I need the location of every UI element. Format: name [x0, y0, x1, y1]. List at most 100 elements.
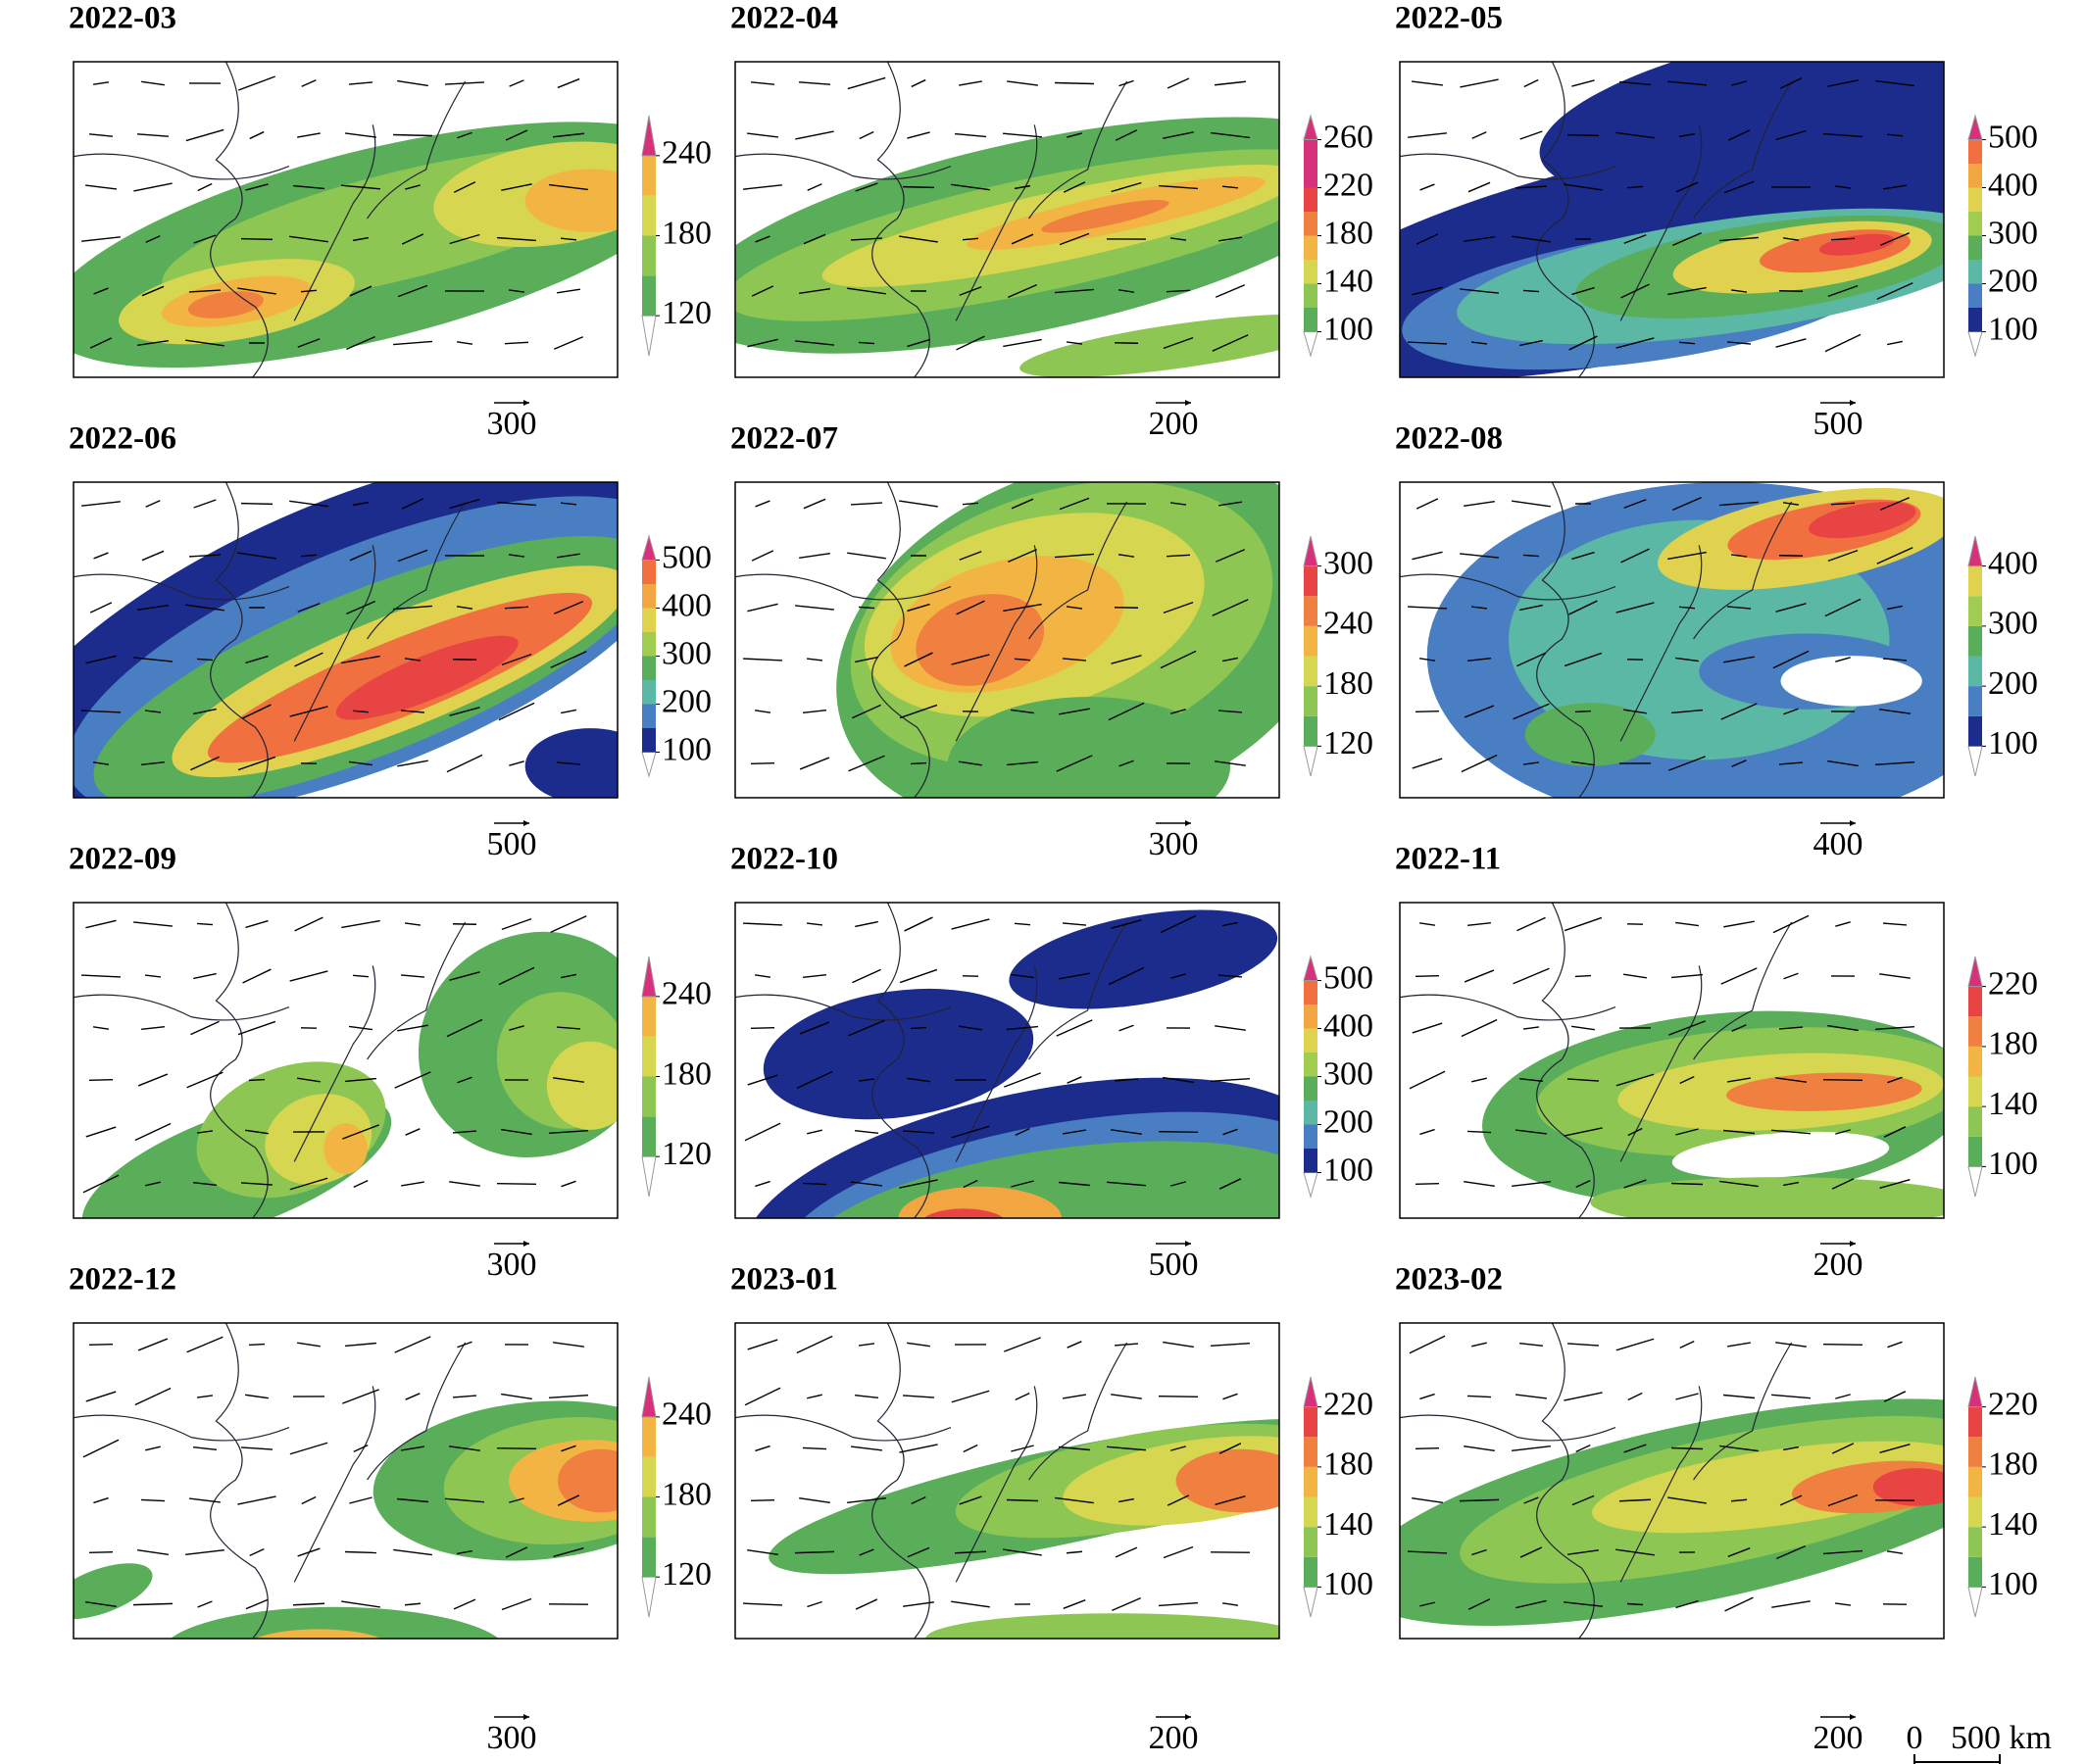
wind-vector	[742, 658, 783, 662]
wind-vector	[1615, 602, 1655, 613]
wind-vector	[301, 1495, 317, 1505]
colorbar-end	[641, 115, 657, 157]
wind-vector	[1217, 974, 1243, 978]
wind-vector	[1675, 921, 1699, 927]
wind-vector	[294, 916, 323, 932]
wind-vector	[1066, 1550, 1083, 1554]
wind-vector	[1564, 652, 1603, 667]
colorbar-segment	[1968, 686, 1982, 716]
wind-vector	[550, 651, 587, 668]
wind-vector	[88, 1078, 114, 1082]
wind-vector	[1719, 501, 1759, 507]
wind-vector	[349, 760, 372, 766]
colorbar-tick-label: 100	[1988, 725, 2038, 761]
wind-vector	[1835, 1394, 1851, 1399]
wind-vector	[744, 1122, 781, 1142]
wind-vector	[1014, 184, 1031, 190]
colorbar-tick-label: 100	[1988, 311, 2038, 347]
wind-vector	[297, 338, 321, 348]
colorbar-segment	[642, 235, 656, 276]
wind-vector	[1879, 709, 1911, 714]
colorbar-segment	[1968, 625, 1982, 657]
wind-vector	[137, 1073, 169, 1087]
colorbar-tick-label: 120	[662, 295, 712, 331]
colorbar-segment	[1304, 1004, 1317, 1029]
panel-title: 2022-12	[69, 1262, 176, 1298]
wind-vector	[1522, 289, 1540, 293]
wind-vector	[1564, 916, 1603, 932]
wind-vector	[1827, 1494, 1859, 1507]
reference-vector-label: 300	[487, 1247, 537, 1283]
wind-vector	[197, 1600, 213, 1608]
wind-vector	[1067, 1076, 1082, 1084]
map-frame	[734, 61, 1280, 378]
wind-vector	[297, 132, 321, 138]
wind-vector	[1615, 337, 1655, 349]
wind-vector	[963, 1179, 978, 1189]
wind-vector	[802, 1182, 827, 1186]
wind-vector	[1011, 233, 1034, 245]
wind-vector	[1222, 921, 1238, 927]
colorbar-segment	[1304, 235, 1317, 260]
wind-vector	[196, 1395, 214, 1398]
contour-fill	[1780, 656, 1922, 707]
wind-vector	[1827, 284, 1859, 298]
wind-vector	[899, 968, 938, 984]
wind-vector	[1564, 1392, 1603, 1401]
wind-vector	[1170, 1446, 1186, 1451]
wind-vector	[807, 183, 822, 191]
wind-vector	[1615, 1548, 1655, 1556]
wind-vector	[1063, 1394, 1086, 1399]
wind-vector	[1211, 131, 1250, 139]
wind-vector	[1723, 1129, 1755, 1135]
wind-vector	[352, 974, 370, 978]
wind-vector	[1667, 80, 1707, 86]
wind-vector	[899, 500, 938, 508]
wind-vector	[1830, 502, 1856, 506]
contour-fill	[335, 635, 519, 720]
panel-title: 2022-10	[730, 842, 838, 877]
colorbar-tick-label: 260	[1323, 119, 1373, 155]
wind-vector	[1678, 606, 1696, 610]
map-frame	[734, 481, 1280, 799]
wind-vector	[397, 549, 428, 563]
coastline	[1400, 903, 1793, 1218]
colorbar-segment	[1304, 1149, 1317, 1173]
colorbar-tick-label: 180	[1323, 215, 1373, 251]
wind-vector	[353, 1444, 369, 1453]
wind-vector	[1006, 1498, 1039, 1502]
wind-vector	[1824, 598, 1862, 617]
wind-vector	[289, 970, 328, 982]
wind-vector	[1515, 1394, 1547, 1399]
wind-vector	[1675, 181, 1699, 193]
colorbar-segment	[1968, 1466, 1982, 1497]
map	[1400, 1323, 1944, 1639]
wind-vector	[188, 289, 222, 293]
colorbar-segment	[1304, 656, 1317, 687]
colorbar-tick-label: 100	[1323, 1566, 1373, 1602]
wind-vector	[848, 755, 885, 772]
map	[735, 1323, 1279, 1639]
wind-vector	[907, 603, 930, 612]
wind-vector	[854, 1130, 879, 1134]
wind-vector	[1118, 1024, 1134, 1032]
wind-vector	[557, 77, 580, 89]
wind-vector	[92, 81, 110, 85]
wind-vector	[449, 233, 480, 245]
wind-vector	[854, 1395, 879, 1398]
colorbar-end	[1303, 535, 1318, 567]
wind-vector	[1883, 184, 1907, 190]
colorbar-segment	[642, 1456, 656, 1497]
wind-vector	[1011, 973, 1034, 979]
wind-vector	[85, 1600, 117, 1608]
wind-vector	[1055, 288, 1094, 294]
colorbar-segment	[1968, 1016, 1982, 1047]
reference-arrowhead	[1185, 820, 1191, 826]
wind-vector	[1412, 80, 1443, 86]
wind-vector	[1407, 341, 1448, 345]
colorbar-segment	[1968, 656, 1982, 687]
wind-vector	[449, 971, 480, 981]
wind-vector	[553, 601, 584, 614]
wind-vector	[1670, 1446, 1704, 1450]
wind-vector	[1415, 974, 1440, 978]
